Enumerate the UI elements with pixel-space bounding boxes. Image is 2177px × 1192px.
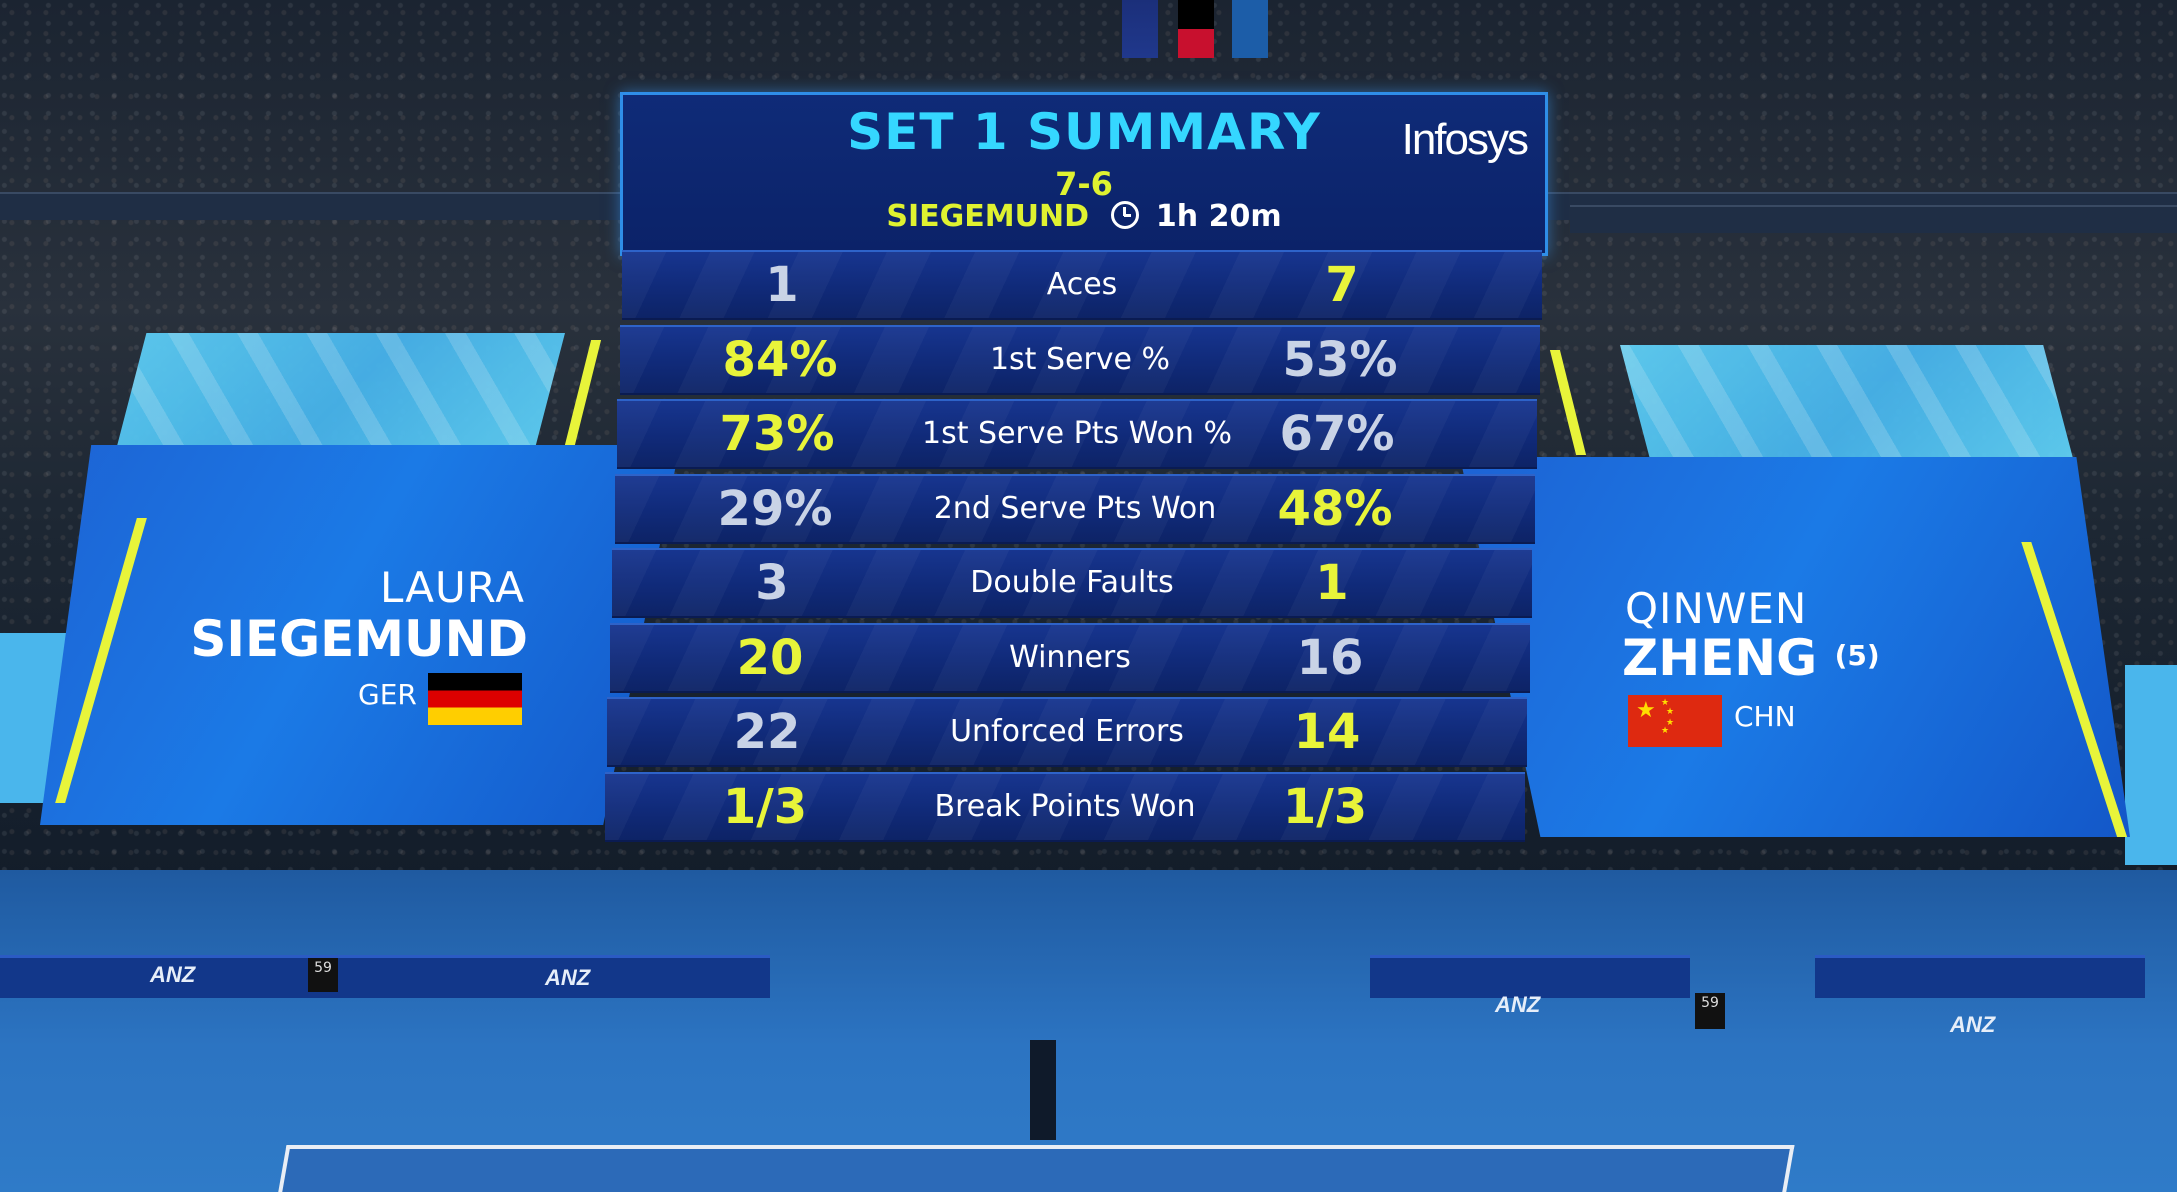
set-winner-line: SIEGEMUND 1h 20m: [623, 199, 1545, 234]
player-card-edge-right: [2125, 665, 2177, 865]
ad-anz-1: ANZ: [150, 962, 196, 987]
stat-label: Double Faults: [970, 565, 1174, 600]
stat-value-right: 7: [1325, 257, 1359, 313]
summary-header: SET 1 SUMMARY Infosys 7-6 SIEGEMUND 1h 2…: [620, 92, 1548, 256]
clock-icon: [1111, 201, 1140, 229]
player-country: GER: [358, 678, 417, 711]
stat-row: 1 Aces 7: [622, 250, 1542, 320]
court-baseline: [273, 1145, 1795, 1192]
stat-label: 1st Serve %: [989, 342, 1171, 377]
stat-row: 3 Double Faults 1: [612, 548, 1532, 618]
stat-value-right: 16: [1296, 630, 1364, 686]
stat-value-left: 22: [733, 704, 801, 760]
stat-label: Unforced Errors: [950, 714, 1184, 749]
stat-row: 84% 1st Serve % 53%: [620, 325, 1540, 395]
flag-tournament-icon: [1232, 0, 1268, 58]
shot-clock-left: 59: [308, 958, 338, 992]
stat-row: 73% 1st Serve Pts Won % 67%: [617, 399, 1537, 469]
stat-value-right: 53%: [1282, 332, 1398, 388]
stat-value-right: 1: [1315, 555, 1349, 611]
flag-germany-icon: [428, 673, 522, 725]
ad-anz-4: ANZ: [1950, 1012, 1996, 1037]
flag-aboriginal-icon: [1178, 0, 1214, 58]
set-duration: 1h 20m: [1155, 199, 1282, 234]
player-card-right: QINWEN ZHENG (5) ★ ★ ★ ★ ★ CHN: [1460, 457, 2130, 837]
player-card-left: LAURA SIEGEMUND GER: [40, 445, 680, 825]
stat-row: 29% 2nd Serve Pts Won 48%: [615, 474, 1535, 544]
sponsor-logo: Infosys: [1401, 115, 1529, 164]
player-last-name: SIEGEMUND: [190, 610, 528, 668]
ad-anz-3: ANZ: [1495, 992, 1541, 1017]
umpire-chair: [1030, 1040, 1056, 1140]
player-first-name: QINWEN: [1625, 584, 1808, 633]
player-first-name: LAURA: [379, 563, 525, 612]
flag-china-icon: ★ ★ ★ ★ ★: [1628, 695, 1722, 747]
stat-label: Aces: [1046, 267, 1118, 302]
flag-australia-icon: [1122, 0, 1158, 58]
court-wall: [1370, 955, 1690, 998]
player-last-name: ZHENG (5): [1622, 629, 1880, 687]
court-wall: [1815, 955, 2145, 998]
set-winner: SIEGEMUND: [886, 199, 1089, 234]
stand-advertising-band: [1570, 205, 2177, 233]
stat-value-right: 48%: [1277, 481, 1393, 537]
stat-value-left: 1: [765, 257, 799, 313]
ad-anz-2: ANZ: [545, 965, 591, 990]
stat-row: 22 Unforced Errors 14: [607, 697, 1527, 767]
stat-value-left: 3: [755, 555, 789, 611]
stat-value-right: 67%: [1279, 406, 1395, 462]
stat-label: 1st Serve Pts Won %: [922, 416, 1232, 451]
set-score: 7-6: [1055, 165, 1113, 203]
stat-row: 1/3 Break Points Won 1/3: [605, 772, 1525, 842]
stat-label: Winners: [1009, 640, 1131, 675]
stat-value-left: 1/3: [722, 779, 808, 835]
shot-clock-right: 59: [1695, 993, 1725, 1029]
stat-label: Break Points Won: [934, 789, 1196, 824]
court-wall: [0, 955, 770, 998]
court-surround: [0, 870, 2177, 1192]
stat-value-right: 1/3: [1282, 779, 1368, 835]
summary-title: SET 1 SUMMARY: [847, 103, 1321, 161]
stat-label: 2nd Serve Pts Won: [933, 491, 1217, 526]
player-seed: (5): [1834, 639, 1880, 672]
stat-value-left: 73%: [719, 406, 835, 462]
stat-row: 20 Winners 16: [610, 623, 1530, 693]
stat-value-left: 20: [736, 630, 804, 686]
stat-value-left: 84%: [722, 332, 838, 388]
stat-value-left: 29%: [717, 481, 833, 537]
player-country: CHN: [1734, 700, 1796, 733]
stat-value-right: 14: [1293, 704, 1361, 760]
